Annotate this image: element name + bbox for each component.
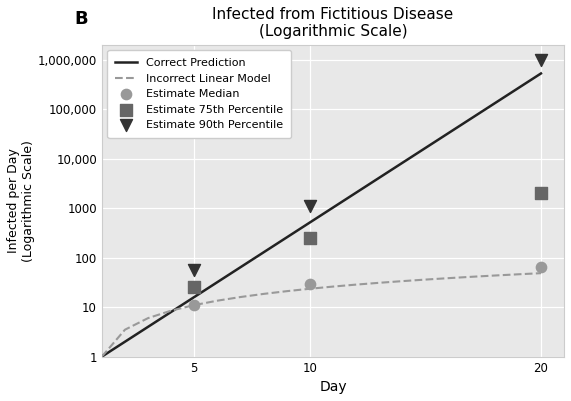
- Title: Infected from Fictitious Disease
(Logarithmic Scale): Infected from Fictitious Disease (Logari…: [212, 7, 453, 39]
- Estimate 75th Percentile: [305, 235, 315, 241]
- Correct Prediction: [359, 186, 365, 191]
- Incorrect Linear Model: [399, 279, 406, 284]
- Incorrect Linear Model: [260, 292, 267, 296]
- Incorrect Linear Model: [191, 303, 198, 308]
- Incorrect Linear Model: [283, 289, 290, 294]
- Incorrect Linear Model: [98, 354, 105, 359]
- Incorrect Linear Model: [144, 316, 151, 320]
- Estimate 75th Percentile: [536, 190, 545, 196]
- Correct Prediction: [98, 354, 105, 359]
- Incorrect Linear Model: [468, 274, 475, 279]
- Incorrect Linear Model: [376, 280, 383, 285]
- Correct Prediction: [537, 71, 544, 76]
- Incorrect Linear Model: [329, 284, 336, 289]
- Text: B: B: [74, 10, 88, 28]
- Estimate Median: [305, 280, 315, 287]
- Incorrect Linear Model: [353, 282, 360, 287]
- Correct Prediction: [496, 97, 503, 102]
- Estimate 90th Percentile: [536, 57, 545, 63]
- Incorrect Linear Model: [122, 327, 128, 332]
- Incorrect Linear Model: [514, 272, 521, 277]
- Incorrect Linear Model: [307, 286, 313, 291]
- X-axis label: Day: Day: [319, 380, 347, 394]
- Incorrect Linear Model: [168, 308, 175, 313]
- Incorrect Linear Model: [214, 298, 221, 303]
- Incorrect Linear Model: [422, 277, 429, 282]
- Incorrect Linear Model: [537, 271, 544, 275]
- Incorrect Linear Model: [491, 273, 498, 278]
- Estimate 90th Percentile: [190, 267, 199, 273]
- Correct Prediction: [100, 353, 107, 358]
- Line: Incorrect Linear Model: Incorrect Linear Model: [102, 273, 541, 356]
- Estimate Median: [536, 264, 545, 270]
- Estimate 90th Percentile: [305, 203, 315, 209]
- Y-axis label: Infected per Day
(Logarithmic Scale): Infected per Day (Logarithmic Scale): [7, 140, 35, 261]
- Estimate Median: [190, 302, 199, 308]
- Legend: Correct Prediction, Incorrect Linear Model, Estimate Median, Estimate 75th Perce: Correct Prediction, Incorrect Linear Mod…: [107, 50, 291, 138]
- Correct Prediction: [360, 186, 367, 190]
- Correct Prediction: [367, 181, 374, 186]
- Incorrect Linear Model: [445, 276, 452, 281]
- Incorrect Linear Model: [237, 295, 244, 300]
- Line: Correct Prediction: Correct Prediction: [102, 73, 541, 356]
- Correct Prediction: [468, 115, 475, 120]
- Estimate 75th Percentile: [190, 284, 199, 291]
